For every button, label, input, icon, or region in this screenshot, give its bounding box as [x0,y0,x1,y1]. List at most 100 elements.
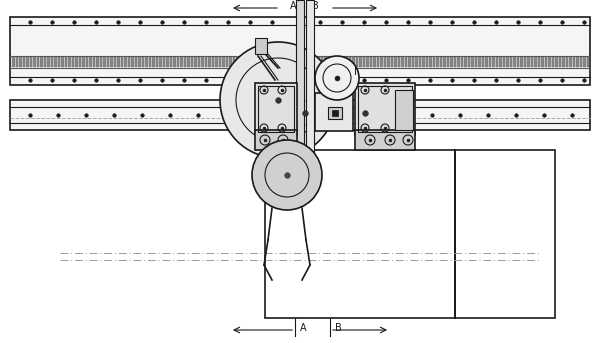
Bar [583,57,586,67]
Bar [16,57,18,67]
Bar [439,57,442,67]
Bar [212,57,214,67]
Bar [335,57,337,67]
Bar [341,57,344,67]
Bar [580,57,582,67]
Bar [58,57,60,67]
Bar [370,57,372,67]
Bar [37,57,39,67]
Circle shape [252,140,322,210]
Bar [551,57,554,67]
Bar [492,57,494,67]
Bar [68,57,71,67]
Bar [10,17,590,85]
Text: B: B [335,323,342,333]
Bar [566,57,568,67]
Bar [513,57,515,67]
Bar [260,57,263,67]
Bar [255,38,267,54]
Bar [450,57,452,67]
Bar [436,57,439,67]
Bar [548,57,551,67]
Bar [82,57,85,67]
Bar [485,57,487,67]
Bar [23,57,25,67]
Bar [429,57,431,67]
Bar [54,57,56,67]
Text: I: I [353,67,356,77]
Bar [425,57,428,67]
Bar [247,57,249,67]
Bar [373,57,376,67]
Bar [499,57,502,67]
Bar [506,57,509,67]
Bar [107,57,109,67]
Bar [170,57,172,67]
Bar [124,57,127,67]
Bar [71,57,74,67]
Bar [355,83,415,135]
Bar [255,130,297,150]
Bar [75,57,77,67]
Bar [527,57,530,67]
Bar [387,57,389,67]
Bar [155,57,158,67]
Bar [149,57,151,67]
Bar [338,57,341,67]
Bar [404,57,407,67]
Bar [345,57,347,67]
Bar [362,57,365,67]
Bar [461,57,463,67]
Bar [482,57,484,67]
Bar [184,57,186,67]
Bar [79,57,81,67]
Bar [587,57,589,67]
Bar [173,57,176,67]
Bar [96,57,98,67]
Bar [422,57,425,67]
Bar [534,57,536,67]
Bar [383,57,386,67]
Bar [103,57,106,67]
Bar [352,57,355,67]
Bar [134,57,137,67]
Bar [464,57,467,67]
Bar [285,57,287,67]
Bar [113,57,116,67]
Bar [572,57,575,67]
Bar [222,57,224,67]
Bar [215,57,218,67]
Bar [26,57,29,67]
Bar [496,57,498,67]
Bar [408,57,410,67]
Text: B: B [312,1,319,11]
Bar [278,57,281,67]
Bar [355,130,415,150]
Bar [443,57,445,67]
Bar [159,57,161,67]
Bar [555,57,557,67]
Bar [530,57,533,67]
Bar [324,57,326,67]
Bar [255,83,297,135]
Bar [523,57,526,67]
Bar [520,57,523,67]
Bar [233,57,235,67]
Bar [243,57,245,67]
Bar [268,57,270,67]
Bar [163,57,165,67]
Bar [478,57,481,67]
Bar [541,57,544,67]
Text: A: A [300,323,307,333]
Bar [433,57,435,67]
Bar [545,57,547,67]
Bar [65,57,67,67]
Bar [394,57,397,67]
Bar [131,57,133,67]
Bar [569,57,571,67]
Bar [538,57,540,67]
Bar [128,57,130,67]
Bar [258,86,294,132]
Bar [33,57,35,67]
Bar [395,90,413,130]
